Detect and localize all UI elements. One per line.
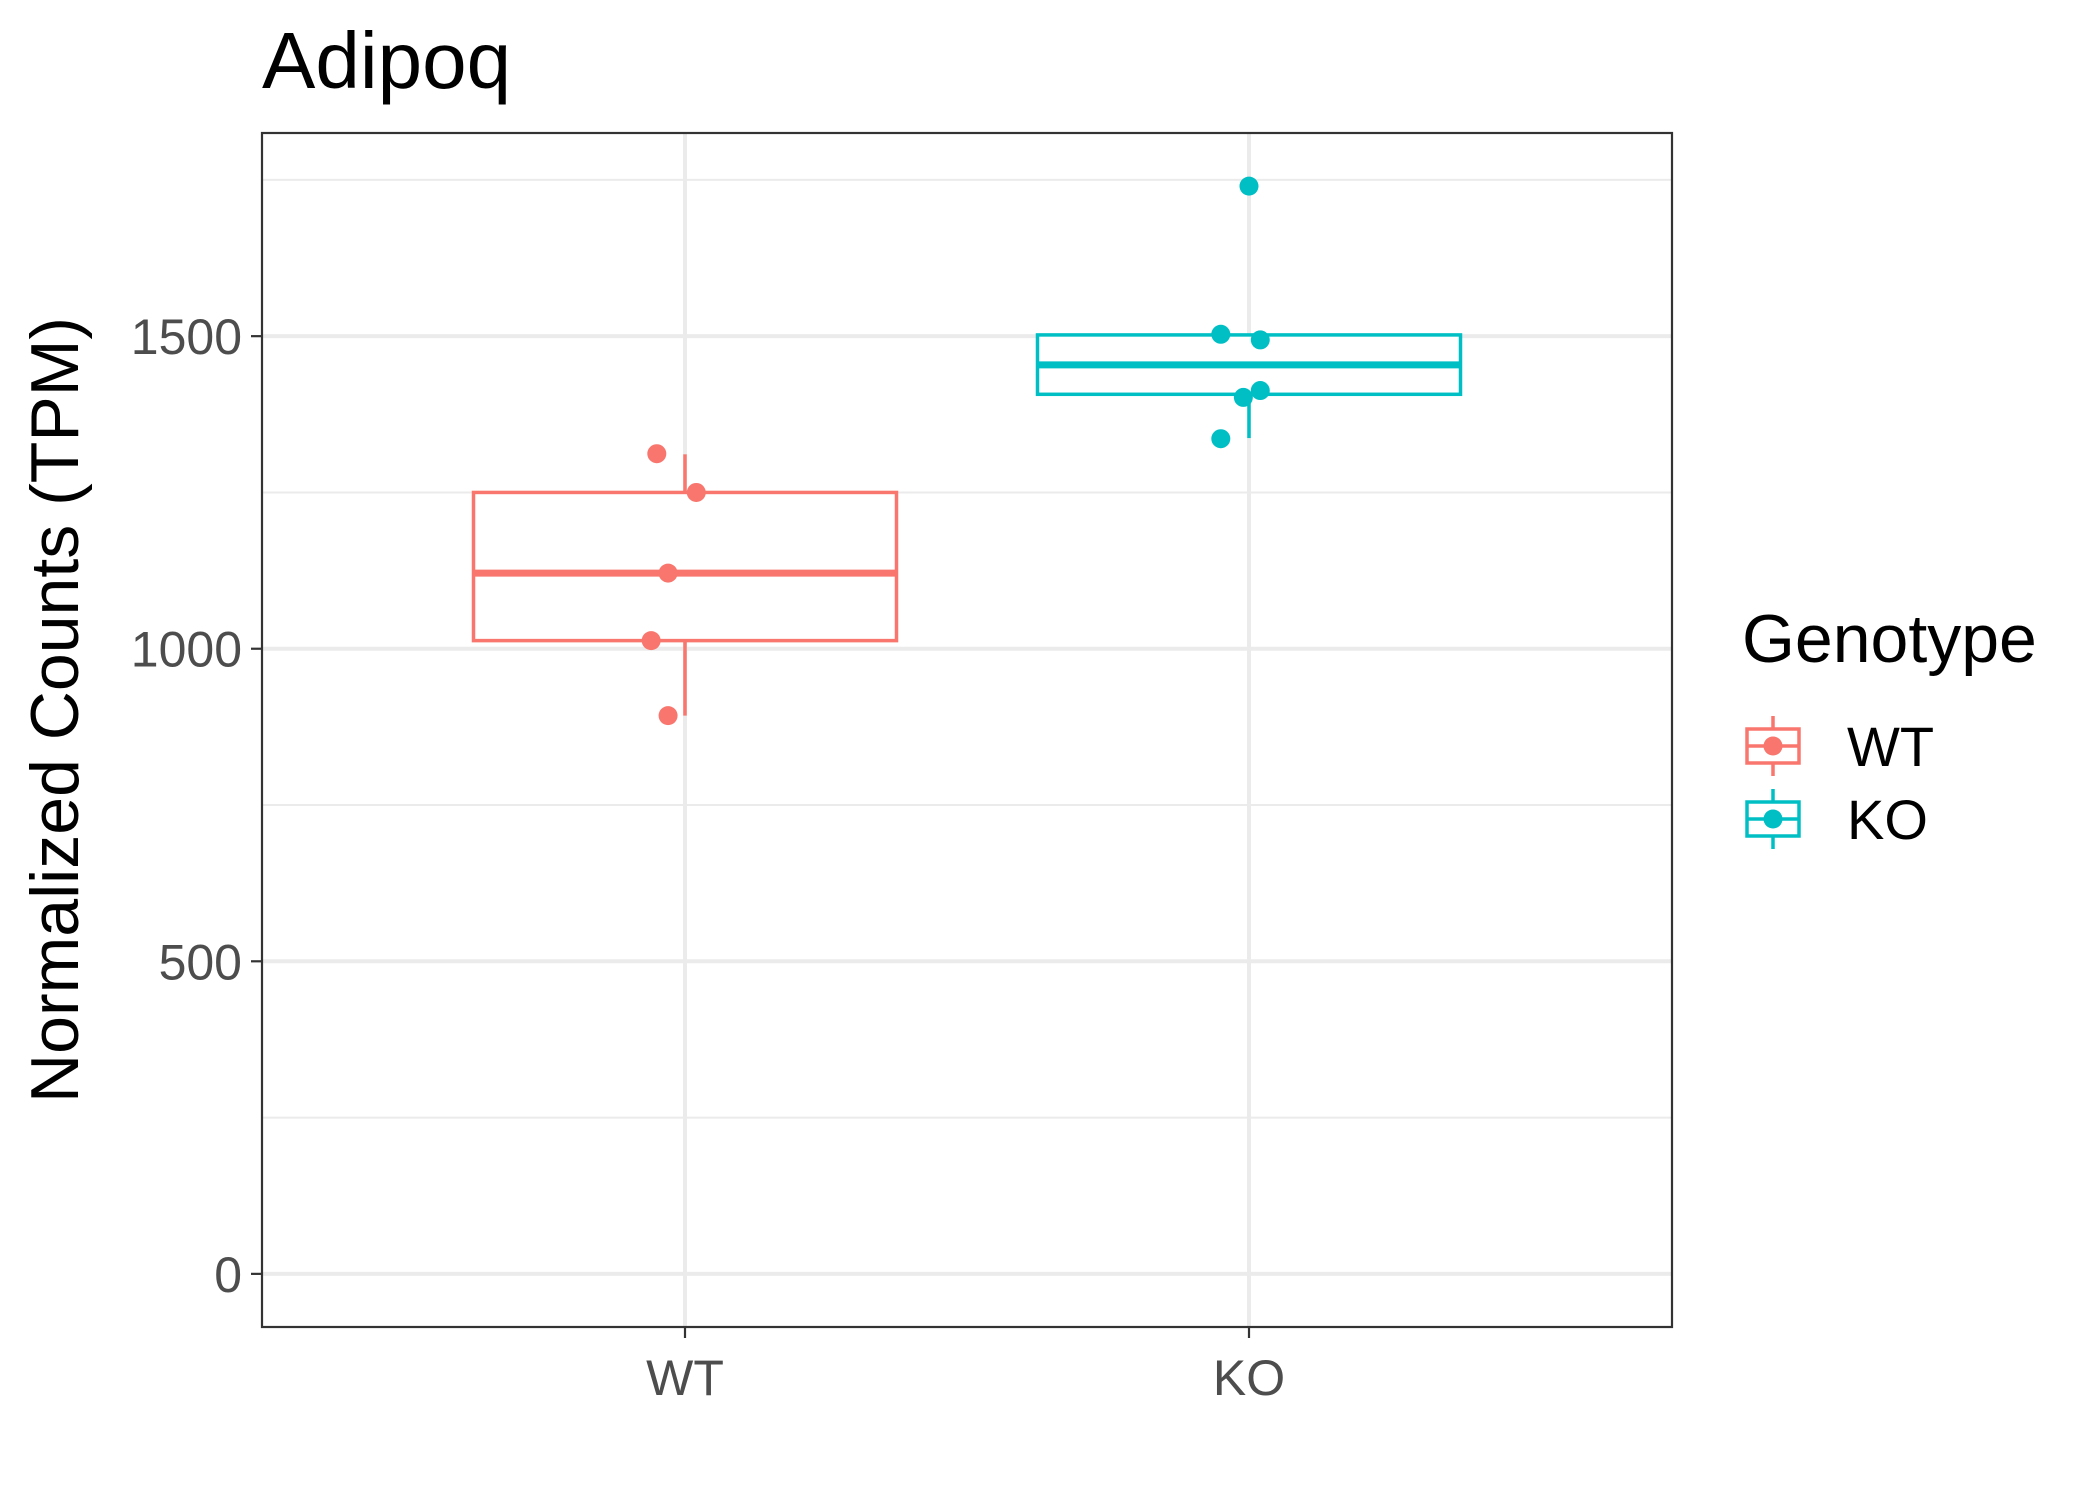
- y-tick-label: 1000: [131, 622, 242, 678]
- legend-entries: WT KO: [1745, 715, 1934, 851]
- y-tick-label: 1500: [131, 309, 242, 365]
- panel-border: [260, 131, 1674, 1329]
- data-point: [1233, 387, 1253, 407]
- plot-panel: [260, 131, 1674, 1329]
- legend-label-wt: WT: [1847, 715, 1934, 778]
- y-tick-label: 0: [214, 1247, 242, 1303]
- x-axis: WT KO: [646, 1327, 1285, 1406]
- data-point: [1250, 330, 1270, 350]
- data-point: [658, 706, 678, 726]
- data-point: [658, 563, 678, 583]
- data-point: [1211, 429, 1231, 449]
- y-tick-label: 500: [159, 934, 242, 990]
- data-point: [1239, 176, 1259, 196]
- box-group: [471, 333, 1463, 716]
- data-point: [1211, 324, 1231, 344]
- y-axis-label: Normalized Counts (TPM): [17, 317, 93, 1103]
- data-point: [1250, 381, 1270, 401]
- panel-background: [262, 133, 1672, 1327]
- chart-title: Adipoq: [262, 16, 511, 105]
- legend-key-point: [1763, 736, 1783, 756]
- box-wt: [471, 490, 899, 643]
- legend: Genotype WT KO: [1742, 601, 2037, 851]
- data-point: [641, 631, 661, 651]
- legend-label-ko: KO: [1847, 788, 1928, 851]
- legend-key-point: [1763, 809, 1783, 829]
- x-tick-label: KO: [1213, 1350, 1285, 1406]
- data-point: [647, 444, 667, 464]
- legend-title: Genotype: [1742, 601, 2037, 677]
- major-gridlines: [262, 133, 1672, 1327]
- data-point: [686, 482, 706, 502]
- x-tick-label: WT: [646, 1350, 724, 1406]
- y-axis: 0 500 1000 1500: [131, 309, 262, 1303]
- point-group: [641, 176, 1270, 726]
